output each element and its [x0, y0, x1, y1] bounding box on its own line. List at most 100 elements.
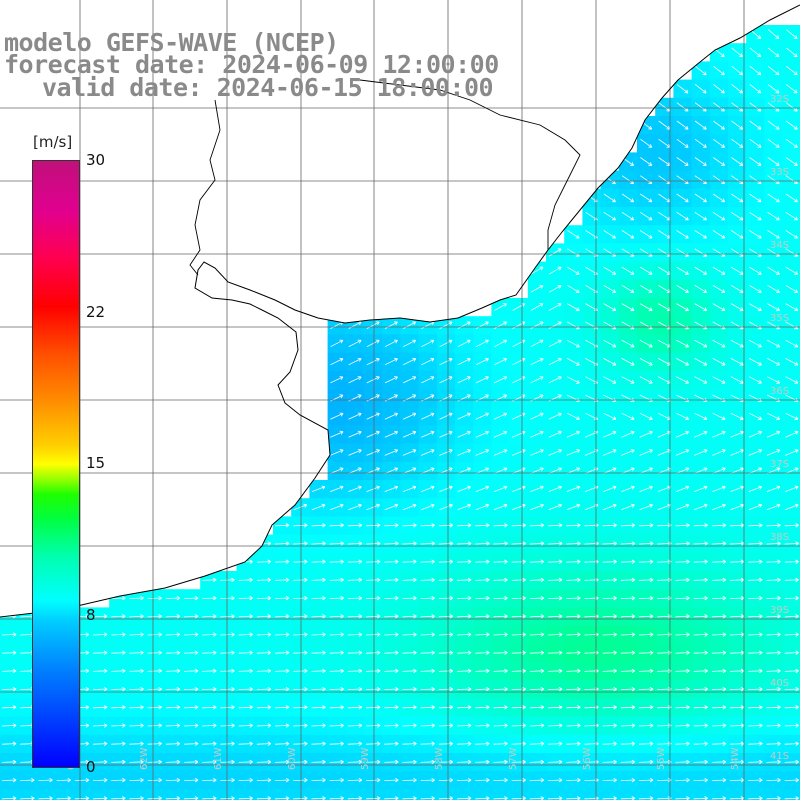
wind-cell	[691, 789, 711, 800]
wind-arrow	[438, 650, 454, 655]
wind-arrow	[93, 741, 108, 746]
wind-arrow	[620, 541, 636, 546]
wind-arrow	[730, 412, 744, 421]
wind-arrow	[20, 777, 35, 783]
wind-arrow	[694, 412, 708, 421]
wind-arrow	[403, 376, 417, 384]
wind-arrow	[602, 777, 617, 783]
wind-arrow	[311, 503, 326, 511]
wind-arrow	[639, 632, 654, 637]
colorbar-tick: 0	[86, 758, 96, 776]
wind-arrow	[129, 705, 144, 710]
wind-cell	[436, 789, 456, 800]
wind-arrow	[620, 614, 636, 619]
wind-arrow	[129, 668, 144, 674]
wind-arrow	[766, 485, 781, 492]
wind-arrow	[311, 741, 326, 746]
wind-arrow	[329, 541, 344, 546]
wind-arrow	[402, 632, 417, 637]
wind-arrow	[457, 485, 471, 492]
wind-arrow	[493, 595, 508, 601]
wind-arrow	[530, 449, 544, 456]
wind-arrow	[694, 84, 707, 94]
wind-arrow	[494, 357, 508, 366]
wind-arrow	[366, 668, 381, 674]
wind-arrow	[384, 376, 398, 384]
wind-arrow	[748, 705, 763, 710]
wind-arrow	[293, 777, 308, 783]
wind-arrow	[311, 632, 326, 637]
wind-arrow	[293, 759, 308, 765]
wind-arrow	[602, 759, 617, 765]
wind-arrow	[384, 321, 398, 329]
wind-arrow	[567, 303, 580, 312]
wind-arrow	[311, 595, 326, 601]
wind-arrow	[529, 541, 545, 546]
wind-cell	[600, 789, 620, 800]
wind-arrow	[475, 668, 490, 674]
wind-arrow	[530, 339, 544, 348]
wind-arrow	[475, 321, 489, 329]
wind-arrow	[529, 668, 545, 674]
wind-arrow	[439, 357, 453, 366]
wind-arrow	[730, 430, 744, 438]
wind-arrow	[693, 668, 708, 674]
wind-arrow	[693, 523, 708, 528]
wind-arrow	[767, 157, 780, 166]
wind-arrow	[766, 741, 781, 746]
wind-arrow	[639, 523, 654, 528]
wind-arrow	[766, 723, 781, 728]
wind-arrow	[784, 503, 799, 511]
wind-cell	[36, 789, 56, 800]
wind-arrow	[184, 668, 199, 674]
wind-arrow	[548, 650, 563, 655]
wind-arrow	[493, 650, 508, 655]
wind-arrow	[548, 248, 562, 257]
title-valid-date: valid date: 2024-06-15 18:00:00	[42, 73, 494, 102]
wind-arrow	[220, 650, 235, 655]
wind-arrow	[603, 358, 617, 366]
wind-arrow	[366, 430, 380, 438]
wind-cell	[782, 152, 800, 172]
wind-arrow	[457, 541, 472, 546]
wind-arrow	[494, 339, 508, 348]
wind-arrow	[548, 303, 562, 311]
colorbar-tick: 22	[86, 303, 106, 321]
wind-arrow	[384, 357, 398, 366]
wind-arrow	[293, 523, 308, 528]
wind-arrow	[402, 559, 417, 564]
wind-arrow	[786, 29, 798, 39]
wind-arrow	[639, 376, 653, 384]
wind-arrow	[566, 595, 581, 601]
longitude-label: 62W	[139, 747, 150, 770]
wind-arrow	[2, 777, 17, 783]
wind-arrow	[421, 357, 435, 366]
wind-arrow	[639, 412, 653, 421]
wind-arrow	[511, 686, 526, 692]
wind-arrow	[548, 503, 563, 511]
wind-cell	[782, 352, 800, 372]
wind-arrow	[293, 559, 308, 564]
wind-arrow	[330, 430, 344, 438]
wind-arrow	[511, 503, 526, 511]
wind-arrow	[403, 339, 417, 348]
wind-cell	[91, 789, 110, 800]
wind-arrow	[493, 686, 508, 692]
wind-arrow	[620, 559, 636, 564]
wind-arrow	[493, 759, 508, 765]
wind-arrow	[675, 614, 690, 619]
title-forecast-date: forecast date: 2024-06-09 12:00:00	[4, 50, 499, 79]
wind-cell	[109, 789, 128, 800]
wind-arrow	[402, 577, 417, 583]
wind-arrow	[785, 266, 799, 275]
wind-arrow	[566, 412, 580, 421]
wind-arrow	[475, 503, 490, 511]
colorbar-unit: [m/s]	[33, 133, 73, 151]
wind-arrow	[785, 449, 799, 456]
wind-arrow	[676, 120, 689, 130]
wind-arrow	[530, 285, 544, 293]
wind-arrow	[384, 430, 399, 438]
wind-arrow	[711, 723, 727, 728]
wind-cell	[782, 25, 800, 44]
wind-arrow	[621, 449, 635, 456]
